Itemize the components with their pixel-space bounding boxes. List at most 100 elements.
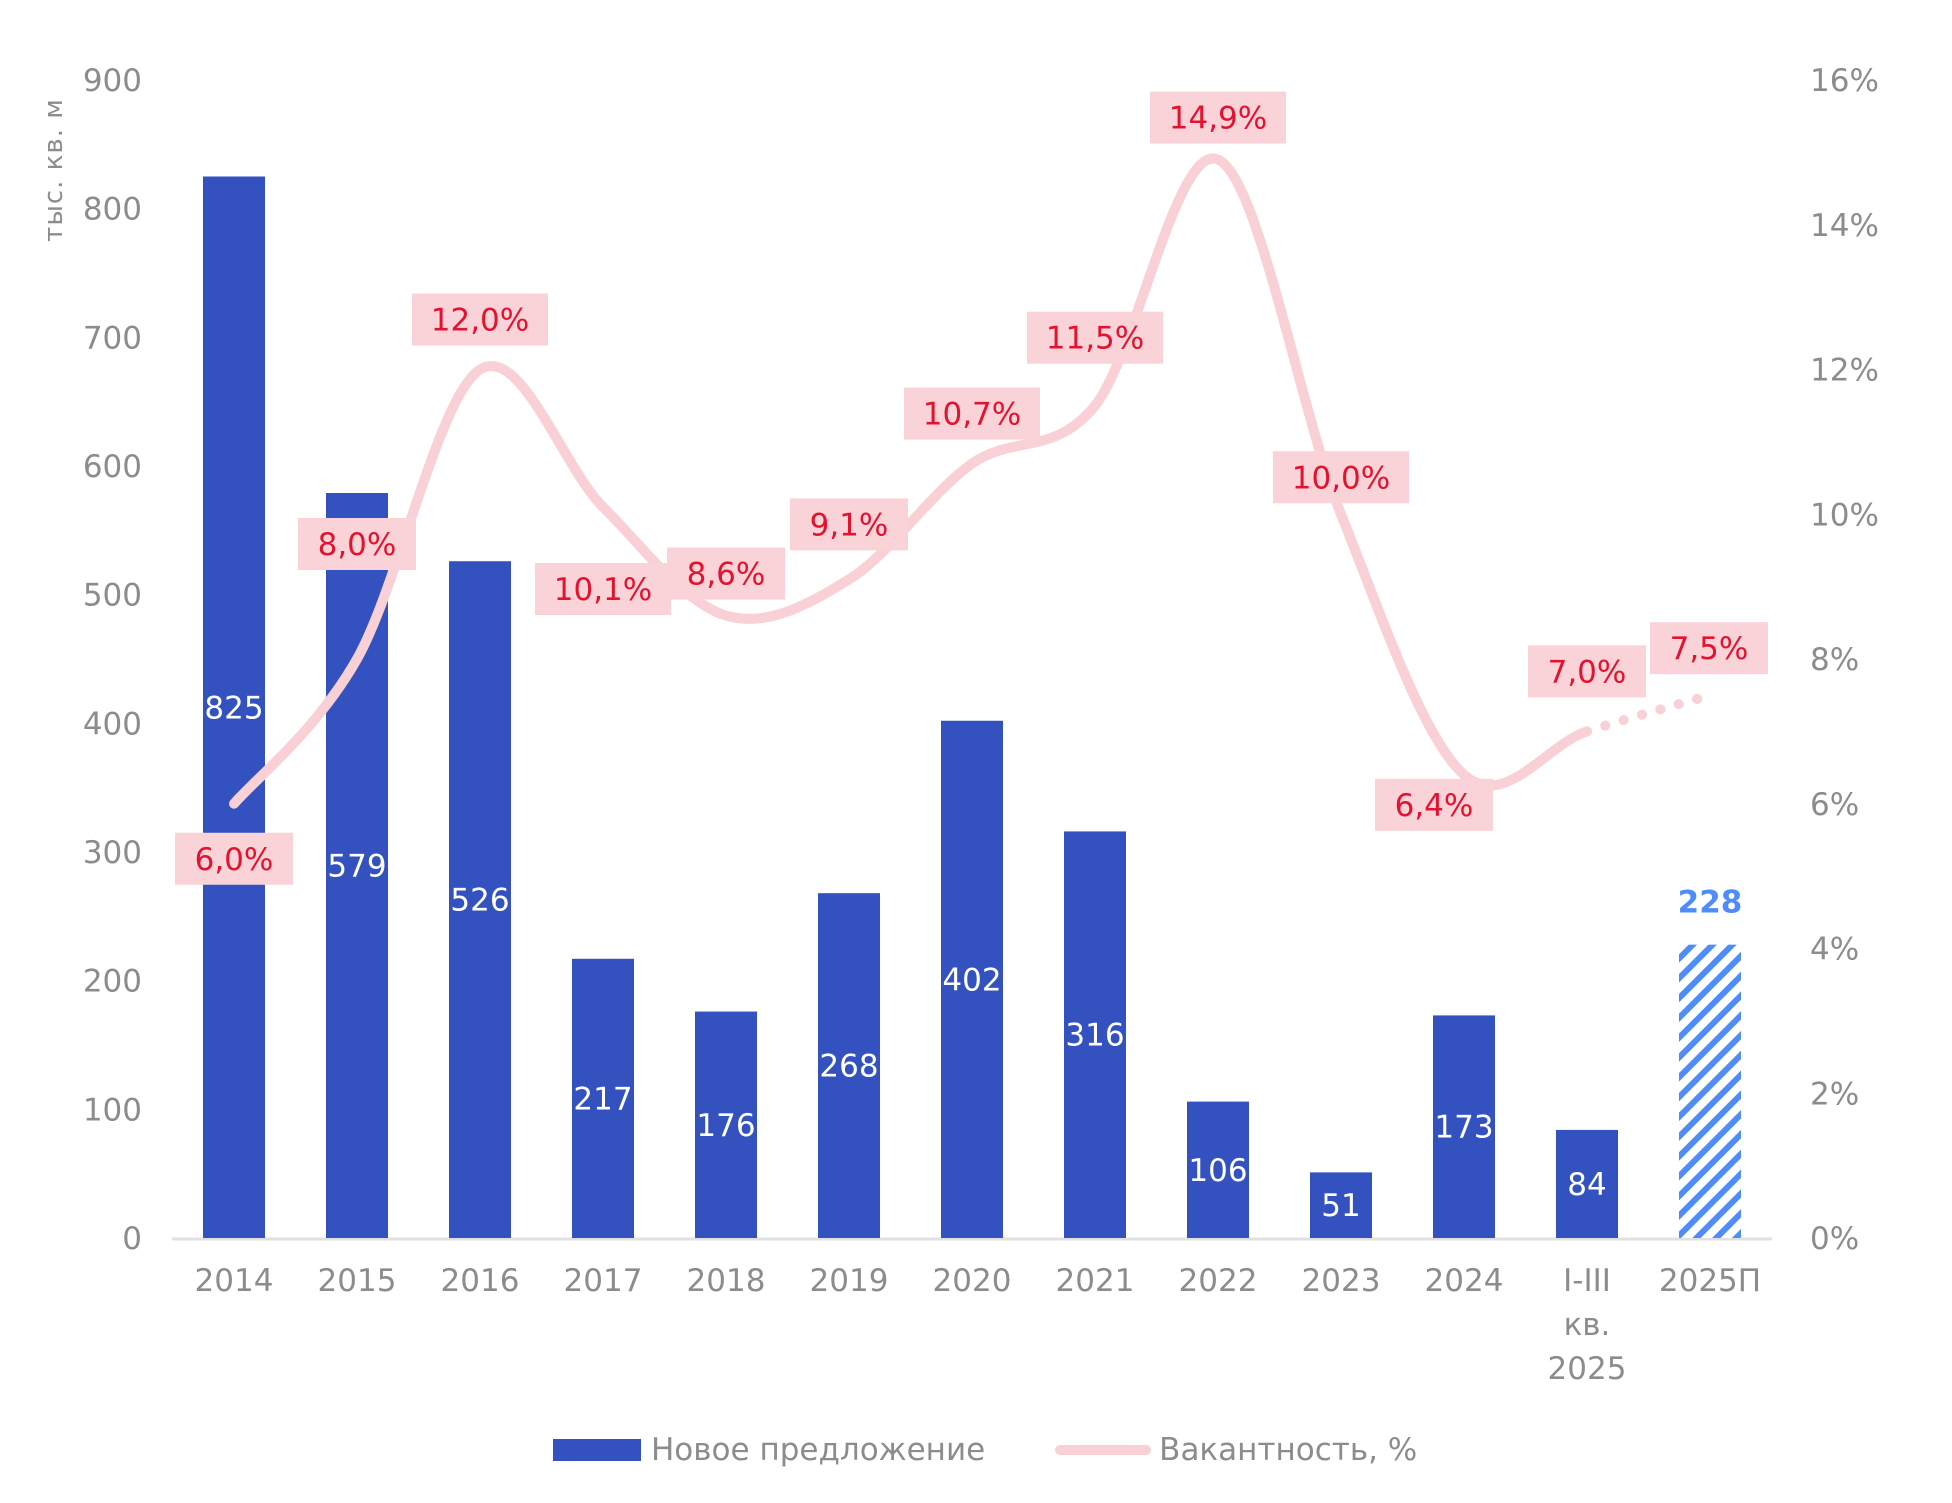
label-background: [790, 498, 908, 551]
label-background: [904, 387, 1040, 440]
x-category-label: 2022: [1179, 1263, 1258, 1299]
bar-value-label: 526: [450, 883, 509, 919]
vacancy-value-label: 10,0%: [1292, 460, 1390, 496]
line-series: [229, 153, 1715, 809]
bar: [1433, 1015, 1495, 1238]
bar: [1064, 831, 1126, 1238]
y2-tick-label: 6%: [1810, 787, 1859, 823]
vacancy-point-label: 7,0%: [1528, 645, 1646, 698]
legend: Новое предложение Вакантность, %: [553, 1428, 1487, 1472]
line-point-labels: 6,0% 8,0% 12,0% 10,1% 8,6% 9,1% 10,7% 11,5% 14,9…: [175, 91, 1768, 885]
bar-value-label: 825: [204, 690, 263, 726]
y2-tick-label: 16%: [1810, 63, 1879, 99]
y2-tick-label: 12%: [1810, 353, 1879, 389]
x-category-label: 2023: [1302, 1263, 1381, 1299]
legend-label-vacancy: Вакантность, %: [1159, 1432, 1418, 1468]
y2-tick-label: 10%: [1810, 497, 1879, 533]
y2-tick-label: 4%: [1810, 932, 1859, 968]
bar: [1187, 1101, 1249, 1238]
y-tick-label: 100: [83, 1092, 142, 1128]
vacancy-value-label: 7,0%: [1548, 654, 1627, 690]
x-category-label: 2024: [1425, 1263, 1504, 1299]
legend-label-new-supply: Новое предложение: [651, 1432, 986, 1468]
vacancy-point-label: 12,0%: [412, 293, 548, 346]
label-background: [1650, 622, 1768, 675]
label-background: [298, 518, 416, 570]
bar-forecast: [1679, 944, 1741, 1238]
label-background: [1027, 311, 1163, 364]
y-tick-label: 900: [83, 63, 142, 99]
right-axis-ticks: 0% 2% 4% 6% 8% 10% 12% 14% 16%: [1810, 63, 1879, 1257]
y-tick-label: 800: [83, 192, 142, 228]
vacancy-point-label: 7,5%: [1650, 622, 1768, 675]
left-axis-ticks: 0 100 200 300 400 500 600 700 800 900: [83, 63, 142, 1257]
y-tick-label: 200: [83, 964, 142, 1000]
y2-tick-label: 8%: [1810, 642, 1859, 678]
label-background: [535, 563, 671, 616]
vacancy-value-label: 7,5%: [1670, 631, 1749, 667]
bar-value-label: 217: [573, 1081, 632, 1117]
y-tick-label: 0: [122, 1221, 142, 1257]
bar-value-label: 176: [696, 1108, 755, 1144]
vacancy-value-label: 14,9%: [1169, 101, 1267, 137]
label-background: [1375, 778, 1493, 831]
legend-line-swatch: [1055, 1445, 1152, 1455]
vacancy-value-label: 6,4%: [1395, 788, 1474, 824]
vacancy-point-label: 14,9%: [1150, 91, 1286, 144]
vacancy-point-label: 6,0%: [175, 832, 293, 885]
bar: [449, 561, 511, 1238]
y2-tick-label: 14%: [1810, 208, 1879, 244]
vacancy-value-label: 10,7%: [923, 397, 1021, 433]
vacancy-value-label: 8,0%: [318, 527, 397, 563]
vacancy-point-label: 10,1%: [535, 563, 671, 616]
bar-series: [203, 176, 1741, 1238]
bar-value-label: 51: [1321, 1188, 1360, 1224]
bar-labels: 825 579 526 217 176 268 402 316 106 51 173 84 228: [204, 690, 1742, 1224]
bar: [203, 176, 265, 1238]
label-background: [1273, 451, 1409, 504]
vacancy-value-label: 8,6%: [687, 557, 766, 593]
x-category-label: 2015: [318, 1263, 397, 1299]
label-background: [667, 547, 785, 600]
vacancy-line-forecast: [1582, 690, 1715, 737]
x-category-label: 2016: [441, 1263, 520, 1299]
y-tick-label: 400: [83, 706, 142, 742]
vacancy-value-label: 6,0%: [195, 842, 274, 878]
vacancy-point-label: 8,0%: [298, 518, 416, 570]
vacancy-value-label: 12,0%: [431, 303, 529, 339]
vacancy-point-label: 8,6%: [667, 547, 785, 600]
vacancy-point-label: 6,4%: [1375, 778, 1493, 831]
x-category-label: 2014: [195, 1263, 274, 1299]
label-background: [412, 293, 548, 346]
bar-value-label: 316: [1065, 1018, 1124, 1054]
bar-value-label: 268: [819, 1049, 878, 1085]
bar: [941, 720, 1003, 1238]
x-category-label: 2017: [564, 1263, 643, 1299]
bar-value-label: 84: [1567, 1167, 1606, 1203]
label-background: [1528, 645, 1646, 698]
bar-value-label: 402: [942, 962, 1001, 998]
x-category-label: I-III: [1563, 1263, 1611, 1299]
bar: [695, 1011, 757, 1238]
vacancy-point-label: 11,5%: [1027, 311, 1163, 364]
x-category-label: 2018: [687, 1263, 766, 1299]
label-background: [1150, 91, 1286, 144]
vacancy-point-label: 10,7%: [904, 387, 1040, 440]
bar: [572, 958, 634, 1238]
y-tick-label: 700: [83, 320, 142, 356]
legend-item-new-supply[interactable]: Новое предложение: [553, 1432, 985, 1468]
y2-tick-label: 0%: [1810, 1221, 1859, 1257]
x-category-label: 2021: [1056, 1263, 1135, 1299]
y-tick-label: 600: [83, 449, 142, 485]
vacancy-line: [229, 153, 1592, 809]
vacancy-value-label: 9,1%: [810, 507, 889, 543]
bar-value-label: 173: [1434, 1110, 1493, 1146]
vacancy-value-label: 10,1%: [554, 572, 652, 608]
legend-item-vacancy[interactable]: Вакантность, %: [1055, 1432, 1417, 1468]
y-tick-label: 500: [83, 578, 142, 614]
bar-forecast-value-label: 228: [1678, 885, 1743, 921]
x-category-label: кв.: [1564, 1307, 1611, 1343]
bar: [1310, 1172, 1372, 1238]
vacancy-value-label: 11,5%: [1046, 321, 1144, 357]
